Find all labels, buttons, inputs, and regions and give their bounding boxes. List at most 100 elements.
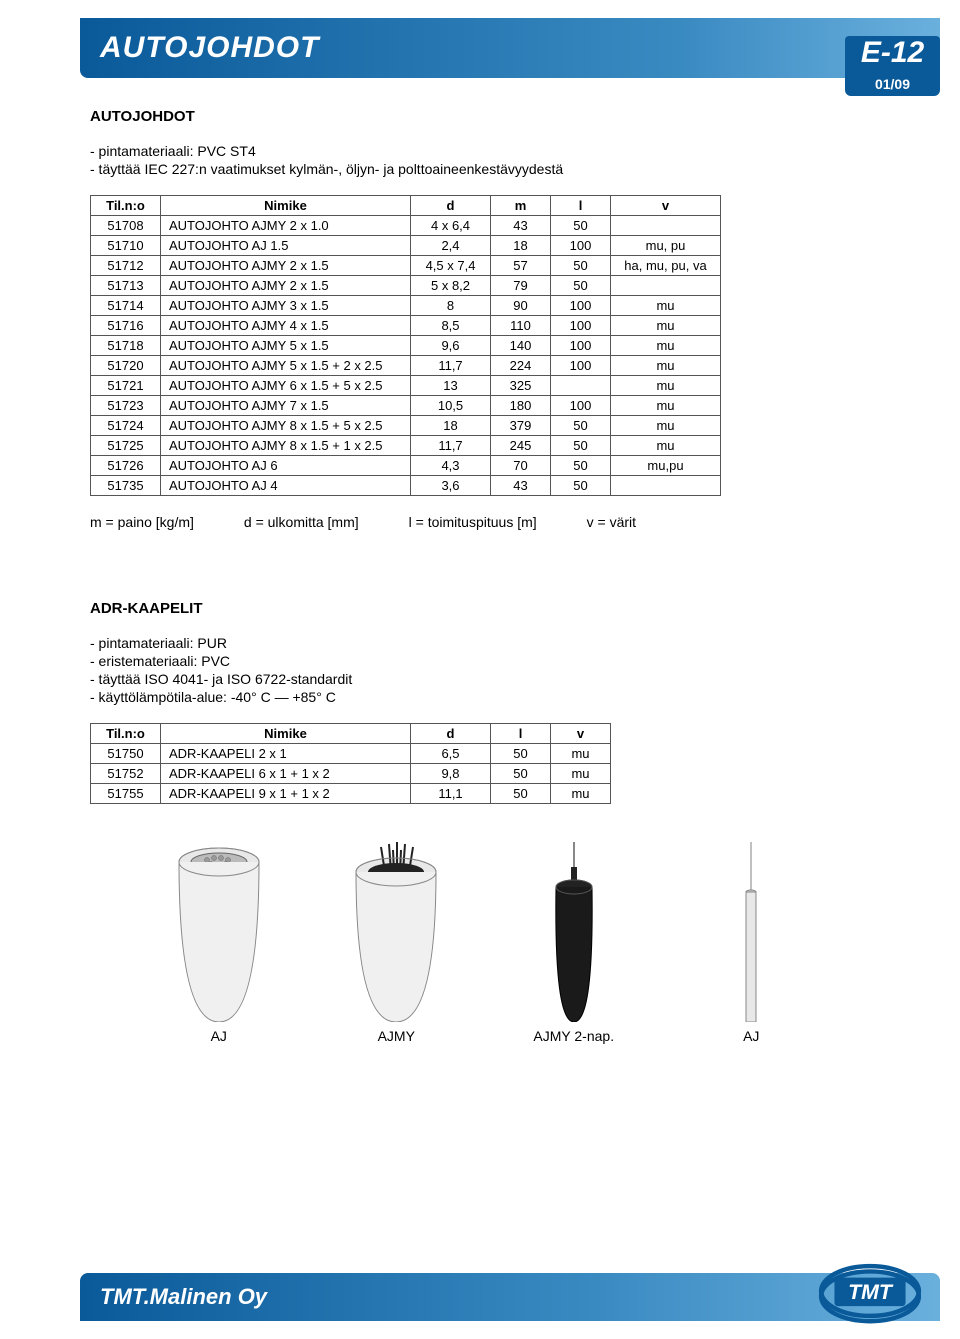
table-cell [551, 376, 611, 396]
table-cell: 51720 [91, 356, 161, 376]
spec-line: - pintamateriaali: PUR [90, 635, 880, 651]
table-cell: mu [551, 784, 611, 804]
table-cell: 10,5 [411, 396, 491, 416]
table-cell: 51755 [91, 784, 161, 804]
table-cell: 43 [491, 476, 551, 496]
col-header: v [611, 196, 721, 216]
content: AUTOJOHDOT - pintamateriaali: PVC ST4 - … [0, 78, 960, 1044]
table-cell: 8,5 [411, 316, 491, 336]
col-header: Nimike [161, 724, 411, 744]
table-cell [611, 476, 721, 496]
cable-ajmy-2nap-icon [519, 842, 629, 1022]
table-cell: 51721 [91, 376, 161, 396]
table-cell: AUTOJOHTO AJMY 2 x 1.5 [161, 256, 411, 276]
table-cell: AUTOJOHTO AJMY 8 x 1.5 + 5 x 2.5 [161, 416, 411, 436]
table-cell: 4 x 6,4 [411, 216, 491, 236]
table-cell: AUTOJOHTO AJMY 2 x 1.5 [161, 276, 411, 296]
table-cell: mu [551, 744, 611, 764]
table-cell: 43 [491, 216, 551, 236]
autojohdot-table: Til.n:oNimikedmlv51708AUTOJOHTO AJMY 2 x… [90, 195, 721, 496]
cable-aj: AJ [164, 842, 274, 1044]
cable-ajmy-2nap: AJMY 2-nap. [519, 842, 629, 1044]
table-cell: AUTOJOHTO AJ 1.5 [161, 236, 411, 256]
table-row: 51714AUTOJOHTO AJMY 3 x 1.5890100mu [91, 296, 721, 316]
table-cell: 51735 [91, 476, 161, 496]
table-cell: mu [611, 416, 721, 436]
table-cell: AUTOJOHTO AJMY 5 x 1.5 [161, 336, 411, 356]
table-cell: 50 [551, 456, 611, 476]
section1-title: AUTOJOHDOT [90, 108, 880, 125]
table-cell: 79 [491, 276, 551, 296]
table-cell: 51725 [91, 436, 161, 456]
table-row: 51710AUTOJOHTO AJ 1.52,418100mu, pu [91, 236, 721, 256]
table-row: 51755ADR-KAAPELI 9 x 1 + 1 x 211,150mu [91, 784, 611, 804]
table-cell: 5 x 8,2 [411, 276, 491, 296]
table-cell: mu [611, 376, 721, 396]
table-cell: ADR-KAAPELI 9 x 1 + 1 x 2 [161, 784, 411, 804]
table-cell: mu [611, 336, 721, 356]
table-cell: 100 [551, 236, 611, 256]
table-row: 51720AUTOJOHTO AJMY 5 x 1.5 + 2 x 2.511,… [91, 356, 721, 376]
tmt-logo: TMT [815, 1251, 925, 1331]
header-bar: AUTOJOHDOT [80, 18, 940, 78]
table-row: 51712AUTOJOHTO AJMY 2 x 1.54,5 x 7,45750… [91, 256, 721, 276]
table-cell: AUTOJOHTO AJMY 8 x 1.5 + 1 x 2.5 [161, 436, 411, 456]
table-cell: 180 [491, 396, 551, 416]
table-cell: 6,5 [411, 744, 491, 764]
table-cell: 50 [491, 744, 551, 764]
table-cell: AUTOJOHTO AJ 4 [161, 476, 411, 496]
page-badge: E-12 01/09 [845, 36, 940, 96]
cable-ajmy-icon [341, 842, 451, 1022]
table-cell: 100 [551, 396, 611, 416]
table-row: 51721AUTOJOHTO AJMY 6 x 1.5 + 5 x 2.5133… [91, 376, 721, 396]
legend-row: m = paino [kg/m] d = ulkomitta [mm] l = … [90, 514, 880, 530]
col-header: d [411, 196, 491, 216]
table-cell: AUTOJOHTO AJMY 7 x 1.5 [161, 396, 411, 416]
spec-line: - täyttää ISO 4041- ja ISO 6722-standard… [90, 671, 880, 687]
table-cell: 3,6 [411, 476, 491, 496]
table-cell: 50 [551, 436, 611, 456]
table-cell: 11,1 [411, 784, 491, 804]
adr-table: Til.n:oNimikedlv51750ADR-KAAPELI 2 x 16,… [90, 723, 611, 804]
table-cell: 2,4 [411, 236, 491, 256]
table-cell: 224 [491, 356, 551, 376]
table-cell: mu [611, 436, 721, 456]
table-cell: ADR-KAAPELI 6 x 1 + 1 x 2 [161, 764, 411, 784]
table-cell: 51712 [91, 256, 161, 276]
cable-images: AJ AJMY [130, 834, 840, 1044]
table-cell: ADR-KAAPELI 2 x 1 [161, 744, 411, 764]
svg-text:TMT: TMT [848, 1280, 894, 1304]
table-cell: 50 [551, 416, 611, 436]
cable-label: AJMY [378, 1028, 415, 1044]
table-cell: mu [611, 356, 721, 376]
table-cell: AUTOJOHTO AJMY 6 x 1.5 + 5 x 2.5 [161, 376, 411, 396]
cable-aj-thin-icon [696, 842, 806, 1022]
table-cell: 51718 [91, 336, 161, 356]
table-cell [611, 276, 721, 296]
col-header: l [551, 196, 611, 216]
table-row: 51713AUTOJOHTO AJMY 2 x 1.55 x 8,27950 [91, 276, 721, 296]
legend-v: v = värit [587, 514, 636, 530]
table-cell: 51723 [91, 396, 161, 416]
table-cell: 4,3 [411, 456, 491, 476]
table-cell: 18 [411, 416, 491, 436]
table-cell: mu, pu [611, 236, 721, 256]
table-cell: 8 [411, 296, 491, 316]
col-header: d [411, 724, 491, 744]
table-cell: AUTOJOHTO AJMY 3 x 1.5 [161, 296, 411, 316]
table-cell: 51713 [91, 276, 161, 296]
table-cell: mu [611, 316, 721, 336]
table-cell: 50 [551, 216, 611, 236]
table-cell: 51724 [91, 416, 161, 436]
table-row: 51726AUTOJOHTO AJ 64,37050mu,pu [91, 456, 721, 476]
section2-specs: - pintamateriaali: PUR - eristemateriaal… [90, 635, 880, 705]
table-cell: 100 [551, 336, 611, 356]
spec-line: - käyttölämpötila-alue: -40° C — +85° C [90, 689, 880, 705]
table-cell [611, 216, 721, 236]
table-row: 51723AUTOJOHTO AJMY 7 x 1.510,5180100mu [91, 396, 721, 416]
table-cell: 140 [491, 336, 551, 356]
table-cell: 50 [551, 276, 611, 296]
col-header: Til.n:o [91, 196, 161, 216]
cable-aj-thin: AJ [696, 842, 806, 1044]
page-date: 01/09 [845, 74, 940, 96]
